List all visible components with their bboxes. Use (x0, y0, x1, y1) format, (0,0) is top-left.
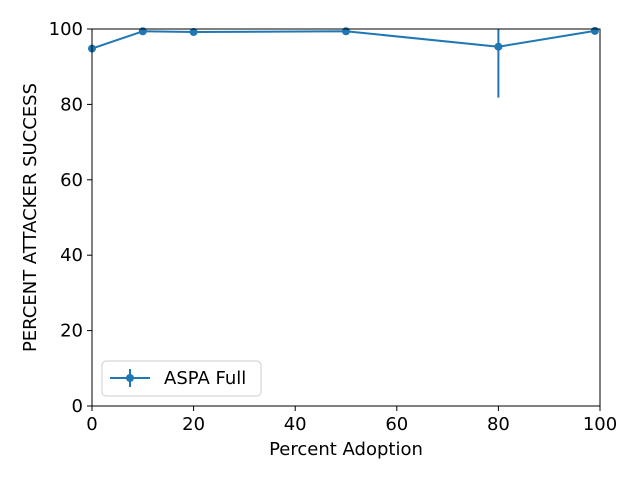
legend-marker-sample (126, 374, 134, 382)
legend: ASPA Full (101, 360, 262, 397)
y-tick-label: 20 (60, 321, 83, 342)
data-point (590, 26, 599, 35)
x-tick-label: 60 (385, 414, 408, 435)
data-point (342, 27, 350, 36)
x-axis-label: Percent Adoption (269, 439, 423, 460)
x-axis-ticks: 0 20 40 60 80 100 (86, 406, 617, 435)
x-tick-label: 80 (487, 414, 510, 435)
y-tick-label: 0 (72, 396, 83, 417)
series-line (92, 29, 596, 50)
y-axis-ticks: 0 20 40 60 80 100 (49, 19, 92, 417)
y-tick-label: 60 (60, 170, 83, 191)
y-tick-label: 80 (60, 94, 83, 115)
data-point (138, 27, 147, 36)
legend-label: ASPA Full (164, 368, 246, 389)
y-axis-label: PERCENT ATTACKER SUCCESS (20, 83, 41, 352)
x-tick-label: 40 (284, 414, 307, 435)
x-tick-label: 100 (583, 414, 617, 435)
data-point (494, 42, 503, 51)
y-tick-label: 40 (60, 245, 83, 266)
plot-frame (91, 28, 601, 407)
x-tick-label: 0 (86, 414, 97, 435)
data-point (189, 28, 198, 37)
legend-box (101, 360, 262, 397)
x-tick-label: 20 (182, 414, 205, 435)
y-tick-label: 100 (49, 19, 83, 40)
